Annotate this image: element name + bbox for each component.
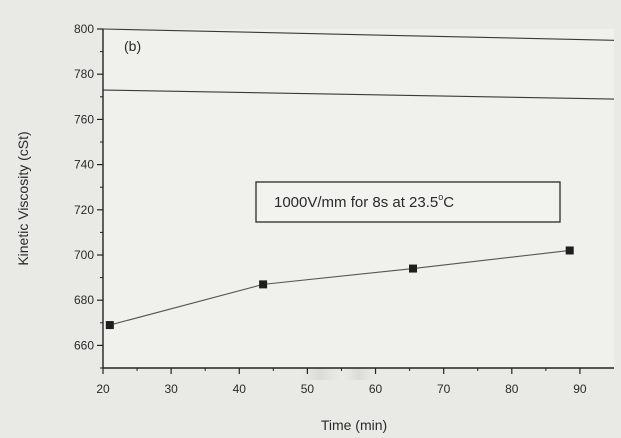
y-tick-label: 800 — [74, 22, 94, 36]
x-axis-title: Time (min) — [321, 417, 387, 433]
x-tick-label: 60 — [369, 382, 383, 396]
y-tick-label: 760 — [74, 112, 94, 126]
data-point — [409, 264, 418, 273]
x-tick-label: 90 — [573, 382, 587, 396]
data-point — [259, 280, 268, 289]
y-tick-label: 720 — [74, 203, 94, 217]
x-tick-label: 40 — [233, 382, 247, 396]
data-point — [565, 246, 574, 255]
annotation-box: 1000V/mm for 8s at 23.5oC — [255, 181, 561, 223]
y-tick-label: 740 — [74, 158, 94, 172]
y-tick-label: 700 — [74, 248, 94, 262]
x-tick-label: 80 — [505, 382, 519, 396]
annotation-frame — [255, 181, 561, 223]
x-tick-label: 30 — [164, 382, 178, 396]
y-tick-label: 660 — [74, 338, 94, 352]
annotation-suffix: C — [443, 194, 454, 211]
x-tick-label: 70 — [437, 382, 451, 396]
panel-label: (b) — [124, 38, 141, 54]
y-tick-label: 680 — [74, 293, 94, 307]
x-tick-label: 50 — [301, 382, 315, 396]
data-point — [105, 321, 114, 330]
annotation-text: 1000V/mm for 8s at 23.5oC — [274, 192, 454, 211]
annotation-superscript: o — [438, 192, 443, 202]
y-axis-title: Kinetic Viscosity (cSt) — [15, 131, 31, 265]
annotation-main: 1000V/mm for 8s at 23.5 — [274, 194, 438, 211]
reference-line — [102, 89, 615, 100]
reference-line — [102, 28, 615, 41]
y-tick-label: 780 — [74, 67, 94, 81]
series-line — [109, 249, 570, 326]
x-tick-label: 20 — [96, 382, 110, 396]
